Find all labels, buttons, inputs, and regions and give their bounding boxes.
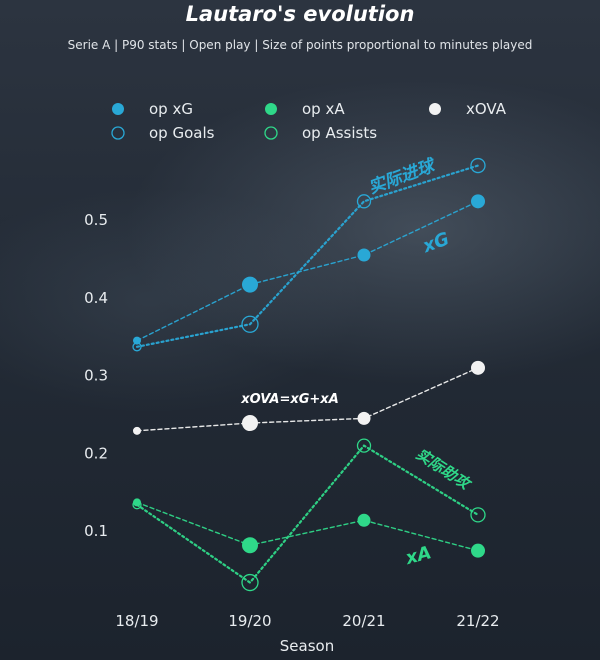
point-op-assists <box>356 438 372 453</box>
annotations: 实际进球 xG xOVA=xG+xA 实际助攻 xA <box>240 155 475 569</box>
point-op-xg <box>133 336 141 345</box>
annotation-cjk-label: 实际进球 <box>366 155 440 198</box>
x-tick-label: 19/20 <box>228 612 271 630</box>
y-tick-label: 0.5 <box>84 211 108 229</box>
point-op-xa <box>133 498 141 507</box>
x-tick-label: 21/22 <box>456 612 499 630</box>
point-op-goals <box>470 157 486 174</box>
series-points <box>132 157 486 592</box>
x-tick-label: 18/19 <box>115 612 158 630</box>
y-tick-label: 0.2 <box>84 444 108 462</box>
point-op-xa <box>242 537 258 554</box>
y-axis: 0.1 0.2 0.3 0.4 0.5 <box>84 211 108 540</box>
legend-label-op-assists: op Assists <box>302 124 377 142</box>
line-op-goals <box>135 164 480 348</box>
point-op-goals <box>241 315 259 333</box>
point-op-assists <box>241 573 259 592</box>
annotation-xg: xG <box>419 228 452 257</box>
annotation-xova-xg-xa: xOVA=xG+xA <box>240 392 339 407</box>
point-op-xa <box>471 543 485 558</box>
x-tick-label: 20/21 <box>342 612 385 630</box>
annotation-xa: xA <box>403 542 434 569</box>
line-op-xg <box>136 200 479 342</box>
annotation-cjk-label: 实际助攻 <box>413 445 476 494</box>
line-op-xa <box>136 501 479 552</box>
point-xova <box>242 415 258 432</box>
point-xova <box>471 360 485 375</box>
line-xova <box>136 367 479 432</box>
legend-label-op-goals: op Goals <box>149 124 215 142</box>
point-op-goals <box>356 194 372 209</box>
point-op-xg <box>357 248 371 262</box>
legend: op xG op Goals op xA op Assists xOVA <box>111 100 507 142</box>
legend-label-xova: xOVA <box>466 100 507 118</box>
point-op-goals <box>132 342 142 352</box>
legend-marker-op-xa <box>265 103 277 115</box>
legend-marker-op-xg <box>112 103 124 115</box>
point-op-xa <box>357 513 371 527</box>
legend-marker-op-goals <box>111 126 125 140</box>
x-axis-title: Season <box>280 637 334 655</box>
x-axis: 18/19 19/20 20/21 21/22 <box>115 612 499 630</box>
point-xova <box>357 411 371 425</box>
y-tick-label: 0.1 <box>84 522 108 540</box>
point-op-xg <box>242 276 258 293</box>
legend-marker-xova <box>429 103 441 115</box>
point-op-assists <box>132 500 142 510</box>
point-xova <box>133 426 141 435</box>
chart-title: Lautaro's evolution <box>185 2 415 26</box>
point-op-xg <box>471 194 485 209</box>
series-lines <box>135 164 480 585</box>
chart-subtitle: Serie A | P90 stats | Open play | Size o… <box>67 38 533 52</box>
line-op-assists <box>135 444 480 585</box>
legend-label-op-xg: op xG <box>149 100 193 118</box>
y-tick-label: 0.3 <box>84 367 108 385</box>
y-tick-label: 0.4 <box>84 289 108 307</box>
point-op-assists <box>470 507 486 523</box>
legend-label-op-xa: op xA <box>302 100 345 118</box>
legend-marker-op-assists <box>264 126 278 140</box>
